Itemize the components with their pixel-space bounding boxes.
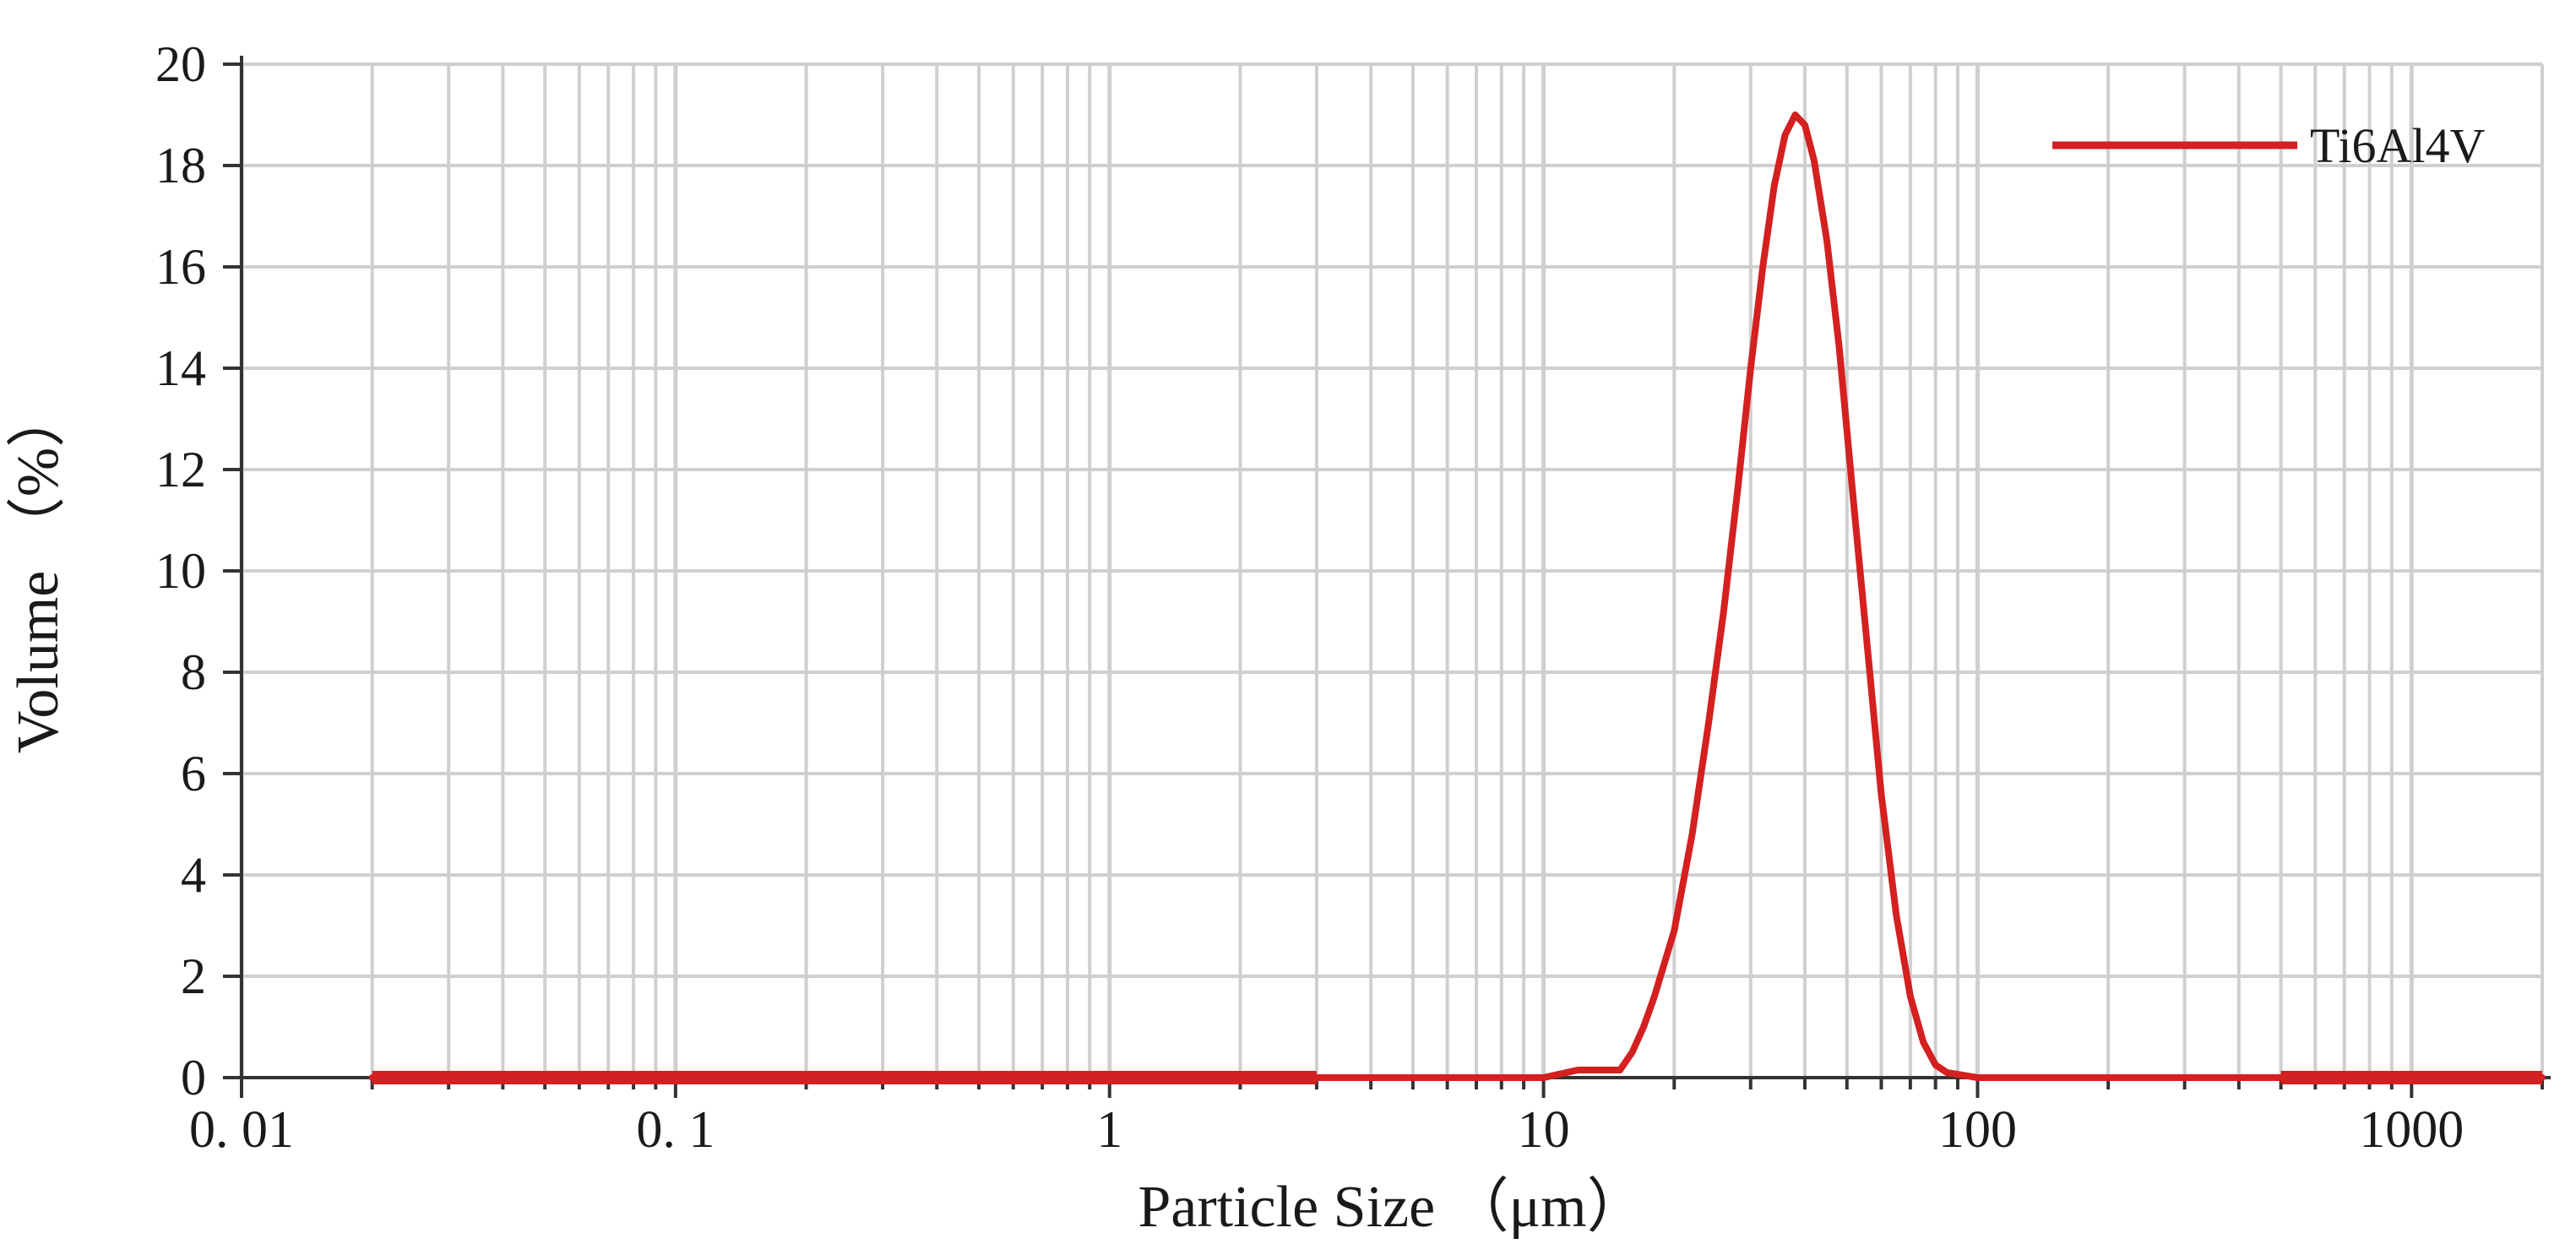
y-tick-label-9: 18 <box>155 138 206 193</box>
y-tick-label-6: 12 <box>155 442 206 497</box>
x-tick-label-5: 1000 <box>2359 1101 2464 1159</box>
y-tick-label-0: 0 <box>181 1050 206 1105</box>
y-tick-label-8: 16 <box>155 239 206 295</box>
y-tick-label-4: 8 <box>181 644 206 700</box>
x-tick-label-2: 1 <box>1096 1101 1122 1159</box>
y-axis-title: Volume （%） <box>6 388 71 753</box>
y-tick-label-7: 14 <box>155 340 206 396</box>
x-tick-labels: 0. 01 0. 1 1 10 100 1000 <box>189 1101 2464 1159</box>
y-tick-label-2: 4 <box>181 847 206 903</box>
series-line-0 <box>368 111 2546 1081</box>
y-tick-label-10: 20 <box>155 36 206 92</box>
y-tick-labels: 0 2 4 6 8 10 12 14 16 18 20 <box>155 36 206 1105</box>
y-tick-label-3: 6 <box>181 746 206 801</box>
series-layer <box>368 111 2546 1084</box>
legend-label-ti6al4v: Ti6Al4V <box>2310 118 2486 173</box>
y-tick-label-1: 2 <box>181 948 206 1004</box>
y-tick-label-5: 10 <box>155 543 206 599</box>
x-tick-label-4: 100 <box>1938 1101 2017 1159</box>
x-tick-label-3: 10 <box>1518 1101 1570 1159</box>
legend: Ti6Al4V <box>2052 118 2486 173</box>
x-tick-label-1: 0. 1 <box>636 1101 715 1159</box>
x-tick-label-0: 0. 01 <box>189 1101 294 1159</box>
x-axis-title: Particle Size （μm） <box>1138 1175 1645 1240</box>
